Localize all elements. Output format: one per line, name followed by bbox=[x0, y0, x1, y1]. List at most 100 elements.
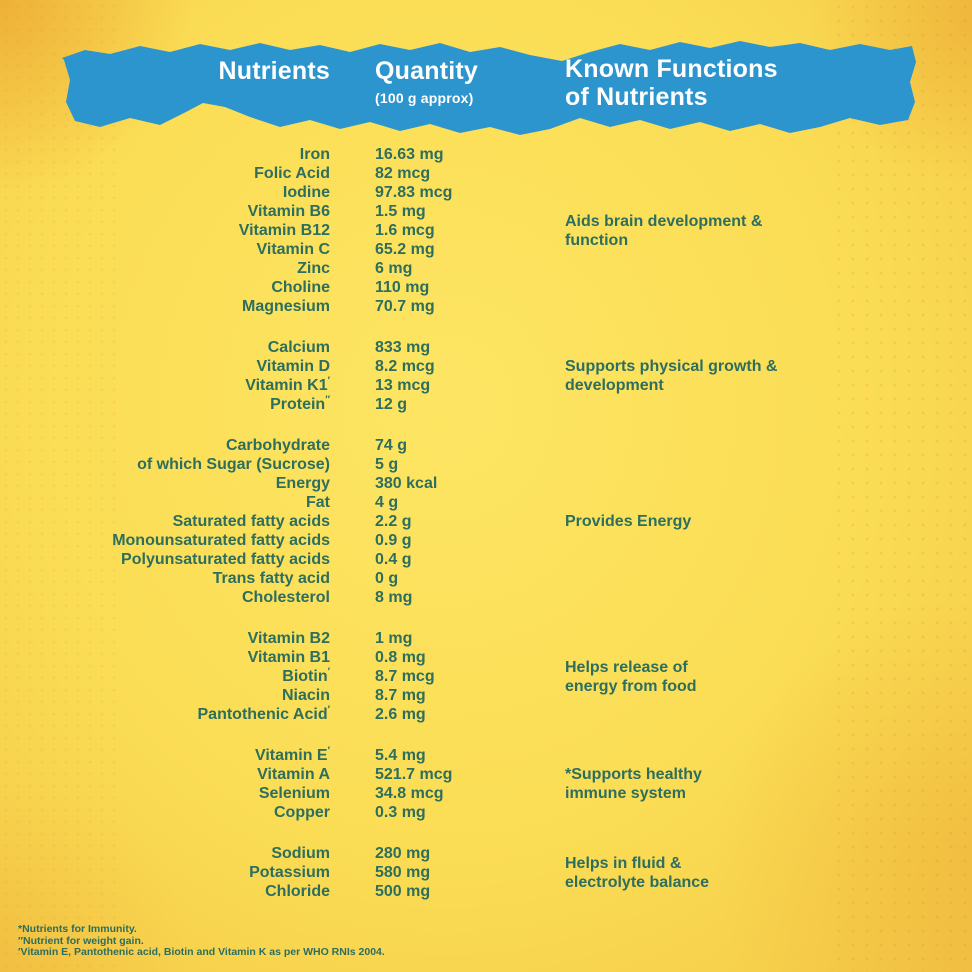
nutrient-quantity: 8.7 mcg bbox=[375, 668, 435, 685]
nutrient-name: Niacin bbox=[281, 687, 330, 704]
column-header-functions-line1: Known Functions bbox=[565, 55, 778, 83]
nutrient-function: Aids brain development & function bbox=[565, 212, 763, 249]
nutrient-quantity: 0.8 mg bbox=[375, 649, 426, 666]
nutrient-quantity: 0.4 g bbox=[375, 551, 412, 568]
nutrient-quantity: 380 kcal bbox=[375, 475, 438, 492]
nutrient-name: Vitamin B2 bbox=[247, 630, 330, 647]
column-header-quantity: Quantity (100 g approx) bbox=[375, 57, 478, 106]
nutrient-name: Fat bbox=[306, 494, 330, 511]
nutrient-quantity: 1 mg bbox=[375, 630, 413, 647]
nutrient-name-column: Vitamin E′ Vitamin A Selenium Copper bbox=[0, 746, 330, 822]
nutrient-quantity-column: 74 g 5 g 380 kcal 4 g 2.2 g 0.9 g 0.4 g 0 g 8 mg bbox=[375, 436, 565, 607]
nutrient-quantity: 500 mg bbox=[375, 883, 431, 900]
nutrient-function: Helps in fluid & electrolyte balance bbox=[565, 854, 710, 891]
nutrient-quantity: 34.8 mcg bbox=[375, 785, 444, 802]
nutrient-quantity: 8 mg bbox=[375, 589, 413, 606]
footnote-line: ″Nutrient for weight gain. bbox=[18, 934, 144, 947]
nutrient-name: Monounsaturated fatty acids bbox=[112, 532, 330, 549]
nutrient-name: Choline bbox=[271, 279, 330, 296]
nutrient-function-column: Helps release of energy from food bbox=[565, 629, 865, 724]
nutrient-name-column: Vitamin B2 Vitamin B1 Biotin′ Niacin Pantoth… bbox=[0, 629, 331, 724]
nutrient-quantity-column: 280 mg 580 mg 500 mg bbox=[375, 844, 565, 901]
nutrient-name: Calcium bbox=[267, 339, 330, 356]
nutrient-quantity: 8.2 mcg bbox=[375, 358, 435, 375]
nutrient-quantity-column: 1 mg 0.8 mg 8.7 mcg 8.7 mg 2.6 mg bbox=[375, 629, 565, 724]
footnote-marker: ″ bbox=[325, 394, 330, 406]
nutrient-quantity: 8.7 mg bbox=[375, 687, 426, 704]
nutrient-name: Magnesium bbox=[241, 298, 330, 315]
nutrient-name: Potassium bbox=[249, 864, 330, 881]
column-header-quantity-subtitle: (100 g approx) bbox=[375, 90, 474, 106]
nutrient-quantity: 1.6 mcg bbox=[375, 222, 435, 239]
nutrient-quantity: 0 g bbox=[375, 570, 399, 587]
nutrient-name: Vitamin K1′ bbox=[245, 375, 330, 394]
nutrient-name: Pantothenic Acid′ bbox=[197, 704, 331, 723]
nutrient-quantity: 833 mg bbox=[375, 339, 431, 356]
nutrient-group: Iron Folic Acid Iodine Vitamin B6 Vitamin B1… bbox=[0, 145, 972, 316]
nutrient-quantity-column: 833 mg 8.2 mcg 13 mcg 12 g bbox=[375, 338, 565, 414]
nutrient-name: Iodine bbox=[282, 184, 330, 201]
nutrient-quantity: 6 mg bbox=[375, 260, 413, 277]
nutrient-quantity: 13 mcg bbox=[375, 377, 431, 394]
nutrient-name-column: Sodium Potassium Chloride bbox=[0, 844, 330, 901]
nutrient-name: Vitamin A bbox=[257, 766, 330, 783]
nutrient-name: of which Sugar (Sucrose) bbox=[137, 456, 330, 473]
nutrient-name: Vitamin B1 bbox=[247, 649, 330, 666]
footnote-marker: ′ bbox=[327, 704, 330, 716]
nutrient-name: Chloride bbox=[265, 883, 330, 900]
nutrient-name: Biotin′ bbox=[282, 666, 330, 685]
nutrient-group: Vitamin E′ Vitamin A Selenium Copper 5.4 mg 5… bbox=[0, 746, 972, 822]
nutrient-name-column: Calcium Vitamin D Vitamin K1′ Protein″ bbox=[0, 338, 330, 414]
nutrient-quantity: 0.9 g bbox=[375, 532, 412, 549]
nutrient-quantity: 12 g bbox=[375, 396, 408, 413]
nutrient-quantity: 97.83 mcg bbox=[375, 184, 453, 201]
column-header-functions-line2: of Nutrients bbox=[565, 83, 708, 111]
nutrient-name: Trans fatty acid bbox=[212, 570, 330, 587]
nutrient-name: Energy bbox=[275, 475, 330, 492]
nutrient-name-column: Carbohydrate of which Sugar (Sucrose) Ener… bbox=[0, 436, 330, 607]
nutrient-group: Calcium Vitamin D Vitamin K1′ Protein″ 833 m… bbox=[0, 338, 972, 414]
nutrient-quantity: 2.2 g bbox=[375, 513, 412, 530]
footnote-marker: ′ bbox=[327, 375, 330, 387]
nutrient-quantity: 5.4 mg bbox=[375, 747, 426, 764]
nutrient-function-column: Provides Energy bbox=[565, 436, 865, 607]
torn-paper-banner bbox=[62, 41, 916, 135]
nutrient-quantity: 5 g bbox=[375, 456, 399, 473]
nutrient-name: Vitamin C bbox=[256, 241, 331, 258]
nutrient-name: Vitamin E′ bbox=[254, 745, 330, 764]
nutrient-name: Selenium bbox=[258, 785, 330, 802]
nutrient-quantity: 2.6 mg bbox=[375, 706, 426, 723]
nutrient-quantity: 580 mg bbox=[375, 864, 431, 881]
nutrient-function-column: *Supports healthy immune system bbox=[565, 746, 865, 822]
column-header-nutrients: Nutrients bbox=[218, 57, 330, 85]
nutrient-function-column: Supports physical growth & development bbox=[565, 338, 865, 414]
nutrient-quantity: 280 mg bbox=[375, 845, 431, 862]
nutrient-name: Polyunsaturated fatty acids bbox=[121, 551, 330, 568]
nutrient-group: Vitamin B2 Vitamin B1 Biotin′ Niacin Pantoth… bbox=[0, 629, 972, 724]
nutrient-name: Zinc bbox=[297, 260, 330, 277]
nutrient-quantity: 4 g bbox=[375, 494, 399, 511]
nutrient-quantity-column: 5.4 mg 521.7 mcg 34.8 mcg 0.3 mg bbox=[375, 746, 565, 822]
nutrient-group: Sodium Potassium Chloride 280 mg 580 mg 500 m… bbox=[0, 844, 972, 901]
nutrient-quantity: 1.5 mg bbox=[375, 203, 426, 220]
nutrient-table: Iron Folic Acid Iodine Vitamin B6 Vitamin B1… bbox=[0, 145, 972, 923]
nutrient-quantity: 521.7 mcg bbox=[375, 766, 453, 783]
column-header-functions: Known Functions of Nutrients bbox=[565, 55, 778, 111]
nutrient-name: Saturated fatty acids bbox=[172, 513, 330, 530]
nutrient-quantity: 110 mg bbox=[375, 279, 430, 296]
footnote-marker: ′ bbox=[327, 745, 330, 757]
nutrient-function: *Supports healthy immune system bbox=[565, 766, 702, 802]
nutrient-quantity-column: 16.63 mg 82 mcg 97.83 mcg 1.5 mg 1.6 mcg 65.2… bbox=[375, 145, 565, 316]
nutrient-name: Vitamin D bbox=[256, 358, 331, 375]
nutrient-quantity: 74 g bbox=[375, 437, 408, 454]
nutrient-quantity: 70.7 mg bbox=[375, 298, 435, 315]
nutrient-name: Vitamin B6 bbox=[247, 203, 330, 220]
footnote-line: ′Vitamin E, Pantothenic acid, Biotin and… bbox=[18, 946, 385, 958]
nutrient-quantity: 16.63 mg bbox=[375, 146, 444, 163]
nutrient-name: Cholesterol bbox=[241, 589, 330, 606]
column-header-quantity-title: Quantity bbox=[375, 57, 478, 85]
nutrient-function-column: Aids brain development & function bbox=[565, 145, 865, 316]
nutrient-function: Provides Energy bbox=[565, 513, 692, 530]
nutrient-name: Folic Acid bbox=[254, 165, 330, 182]
